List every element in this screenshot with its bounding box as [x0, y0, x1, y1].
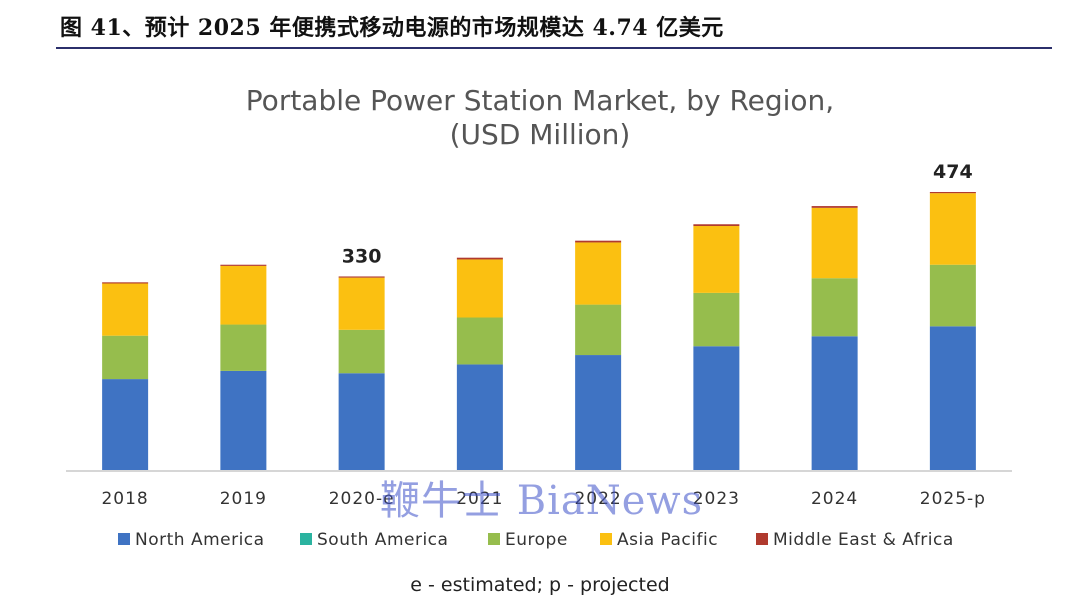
bar-segment-middle-east-africa-2019	[220, 264, 267, 266]
bar-segment-middle-east-africa-2018	[102, 282, 149, 284]
bar-segment-europe-2022	[575, 304, 622, 356]
x-tick-label-2021: 2021	[456, 489, 503, 509]
bar-segment-asia-pacific-2022	[575, 242, 622, 305]
bar-segment-asia-pacific-2021	[456, 259, 503, 318]
bar-segment-asia-pacific-2024	[811, 207, 858, 279]
bar-segment-asia-pacific-2023	[693, 226, 740, 293]
bar-segment-middle-east-africa-2021	[456, 257, 503, 260]
bar-segment-europe-2020-e	[338, 329, 385, 374]
bar-segment-north-america-2019	[220, 370, 267, 470]
bar-segment-north-america-2024	[811, 336, 858, 470]
legend-label-north-america: North America	[135, 530, 265, 550]
legend-label-europe: Europe	[505, 530, 568, 550]
bar-segment-europe-2018	[102, 335, 149, 380]
bar-segment-middle-east-africa-2024	[811, 206, 858, 208]
x-tick-label-2020-e: 2020-e	[329, 489, 395, 509]
bar-segment-north-america-2022	[575, 355, 622, 470]
bar-segment-asia-pacific-2025-p	[929, 193, 976, 265]
x-tick-label-2022: 2022	[574, 489, 621, 509]
figure-caption: 图 41、预计 2025 年便携式移动电源的市场规模达 4.74 亿美元	[60, 15, 724, 41]
chart-footnote: e - estimated; p - projected	[410, 574, 670, 596]
legend-swatch-north-america	[118, 533, 130, 545]
bar-segment-europe-2025-p	[929, 264, 976, 327]
legend-label-asia-pacific: Asia Pacific	[617, 530, 718, 550]
legend-label-south-america: South America	[317, 530, 448, 550]
bar-segment-middle-east-africa-2023	[693, 224, 740, 227]
watermark: 鞭牛士 BiaNews	[380, 478, 704, 524]
legend-label-middle-east-africa: Middle East & Africa	[773, 530, 954, 550]
bar-segment-north-america-2025-p	[929, 326, 976, 470]
legend-swatch-asia-pacific	[600, 533, 612, 545]
chart-title-block: Portable Power Station Market, by Region…	[0, 84, 1080, 152]
bar-segment-north-america-2020-e	[338, 373, 385, 470]
bar-segment-north-america-2018	[102, 379, 149, 470]
bar-segment-north-america-2023	[693, 346, 740, 470]
bar-segment-europe-2023	[693, 292, 740, 347]
caption-rule	[56, 47, 1052, 49]
bar-segment-middle-east-africa-2022	[575, 240, 622, 243]
x-tick-label-2025-p: 2025-p	[920, 489, 986, 509]
x-tick-label-2018: 2018	[101, 489, 148, 509]
x-tick-label-2024: 2024	[811, 489, 858, 509]
bar-segment-asia-pacific-2018	[102, 283, 149, 336]
x-tick-label-2023: 2023	[693, 489, 740, 509]
bar-segment-north-america-2021	[456, 364, 503, 470]
bar-segment-europe-2019	[220, 324, 267, 371]
bar-segment-europe-2024	[811, 278, 858, 337]
bar-segment-asia-pacific-2020-e	[338, 277, 385, 330]
chart-subtitle: (USD Million)	[449, 118, 631, 151]
bar-segment-middle-east-africa-2020-e	[338, 276, 385, 278]
legend-swatch-middle-east-africa	[756, 533, 768, 545]
data-label-2020-e: 330	[342, 245, 382, 267]
legend-swatch-south-america	[300, 533, 312, 545]
data-label-2025-p: 474	[933, 161, 973, 183]
bar-segment-asia-pacific-2019	[220, 265, 267, 325]
legend-swatch-europe	[488, 533, 500, 545]
x-tick-label-2019: 2019	[220, 489, 267, 509]
chart-title: Portable Power Station Market, by Region…	[245, 84, 835, 117]
bar-segment-europe-2021	[456, 317, 503, 365]
bar-segment-middle-east-africa-2025-p	[929, 191, 976, 194]
